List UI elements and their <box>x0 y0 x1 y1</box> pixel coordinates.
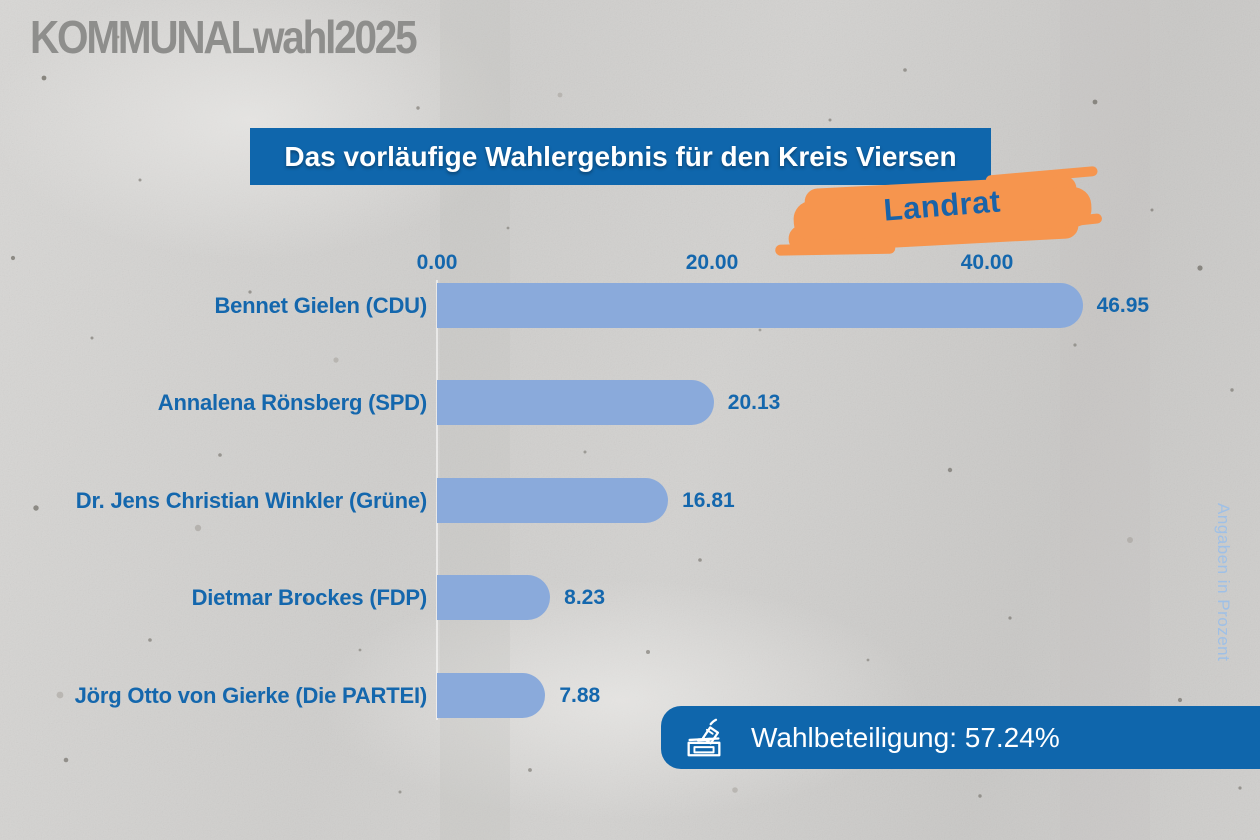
value-label: 7.88 <box>559 683 601 707</box>
x-tick: 20.00 <box>685 251 739 274</box>
turnout-banner: Wahlbeteiligung: 57.24% <box>661 706 1260 769</box>
value-label: 16.81 <box>682 488 735 512</box>
bar <box>437 282 1083 328</box>
value-label: 20.13 <box>727 391 781 414</box>
bar <box>437 477 669 523</box>
page-title: Das vorläufige Wahlergebnis für den Krei… <box>284 140 957 172</box>
value-label: 46.95 <box>1096 293 1150 317</box>
candidate-label: Dietmar Brockes (FDP) <box>191 585 428 610</box>
turnout-text: Wahlbeteiligung: 57.24% <box>751 721 1060 753</box>
value-label: 8.23 <box>564 586 606 609</box>
x-tick: 0.00 <box>416 251 458 274</box>
logo: KOMMUNALwahl2025 <box>30 11 418 63</box>
bar <box>437 575 551 620</box>
bar <box>437 672 546 718</box>
candidate-label: Bennet Gielen (CDU) <box>214 292 427 318</box>
x-tick: 40.00 <box>960 251 1014 274</box>
ballot-box-icon <box>687 718 721 756</box>
title-banner: Das vorläufige Wahlergebnis für den Krei… <box>250 128 991 185</box>
candidate-label: Annalena Rönsberg (SPD) <box>157 390 427 415</box>
candidate-label: Dr. Jens Christian Winkler (Grüne) <box>75 487 427 513</box>
unit-note: Angaben in Prozent <box>1214 503 1233 662</box>
candidate-label: Jörg Otto von Gierke (Die PARTEI) <box>74 682 428 708</box>
bar <box>437 380 714 425</box>
